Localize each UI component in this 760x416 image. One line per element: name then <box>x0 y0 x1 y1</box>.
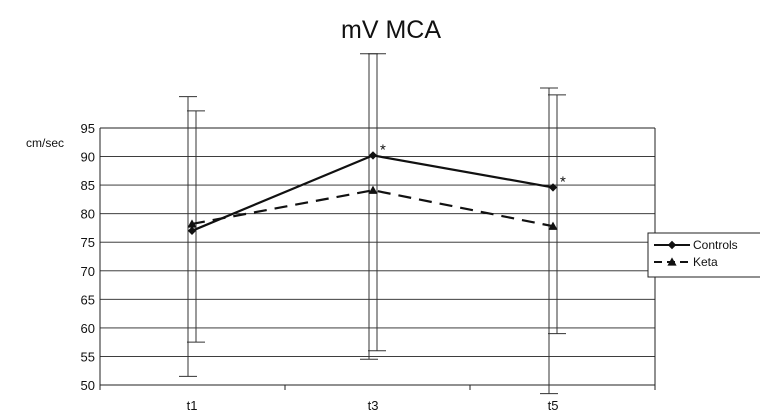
point-controls-t5 <box>548 183 558 192</box>
chart-title: mV MCA <box>341 16 441 44</box>
point-keta-t3 <box>368 185 378 194</box>
y-tick-label-75: 75 <box>81 235 95 250</box>
y-tick-label-50: 50 <box>81 378 95 393</box>
axes: 50 55 60 65 70 75 80 85 90 95 t1 t3 t5 <box>81 121 656 413</box>
y-tick-label-90: 90 <box>81 150 95 165</box>
legend-label-keta: Keta <box>693 255 718 269</box>
point-keta-t5 <box>548 221 558 230</box>
series-lines: ** <box>187 141 566 235</box>
point-keta-t1 <box>187 219 197 228</box>
y-axis-label: cm/sec <box>26 136 64 150</box>
y-tick-label-95: 95 <box>81 121 95 136</box>
legend-box <box>647 232 760 278</box>
y-tick-label-55: 55 <box>81 349 95 364</box>
error-bars <box>179 53 566 395</box>
x-tick-label-t3: t3 <box>368 398 379 413</box>
x-tick-label-t5: t5 <box>548 398 559 413</box>
legend-label-controls: Controls <box>693 238 738 252</box>
point-controls-t3 <box>368 151 378 160</box>
significance-marker-controls-t5: * <box>560 173 566 190</box>
legend: Controls Keta <box>647 232 760 278</box>
y-tick-label-65: 65 <box>81 292 95 307</box>
legend-marker-controls <box>667 240 677 250</box>
x-tick-label-t1: t1 <box>187 398 198 413</box>
legend-marker-keta <box>667 257 677 266</box>
point-controls-t1 <box>187 226 197 235</box>
y-tick-label-70: 70 <box>81 264 95 279</box>
significance-marker-controls-t3: * <box>380 141 386 158</box>
series-line-keta <box>191 189 554 228</box>
y-tick-label-80: 80 <box>81 207 95 222</box>
y-tick-label-60: 60 <box>81 321 95 336</box>
y-tick-label-85: 85 <box>81 178 95 193</box>
